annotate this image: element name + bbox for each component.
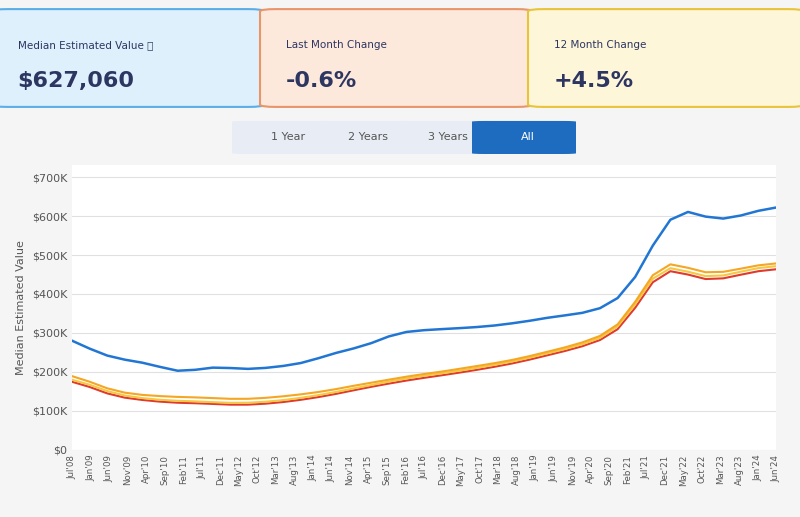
- FancyBboxPatch shape: [232, 121, 336, 154]
- Y-axis label: Median Estimated Value: Median Estimated Value: [16, 240, 26, 375]
- Text: +4.5%: +4.5%: [554, 71, 634, 91]
- Text: Median Estimated Value ⓘ: Median Estimated Value ⓘ: [18, 40, 153, 50]
- Text: -0.6%: -0.6%: [286, 71, 357, 91]
- Text: All: All: [521, 132, 535, 142]
- FancyBboxPatch shape: [472, 121, 576, 154]
- FancyBboxPatch shape: [312, 121, 416, 154]
- Text: 12 Month Change: 12 Month Change: [554, 40, 646, 50]
- FancyBboxPatch shape: [392, 121, 496, 154]
- Text: 2 Years: 2 Years: [348, 132, 388, 142]
- FancyBboxPatch shape: [0, 9, 264, 107]
- Text: 1 Year: 1 Year: [271, 132, 305, 142]
- Text: Last Month Change: Last Month Change: [286, 40, 386, 50]
- Text: $627,060: $627,060: [18, 71, 134, 91]
- FancyBboxPatch shape: [528, 9, 800, 107]
- Text: 3 Years: 3 Years: [428, 132, 468, 142]
- FancyBboxPatch shape: [260, 9, 532, 107]
